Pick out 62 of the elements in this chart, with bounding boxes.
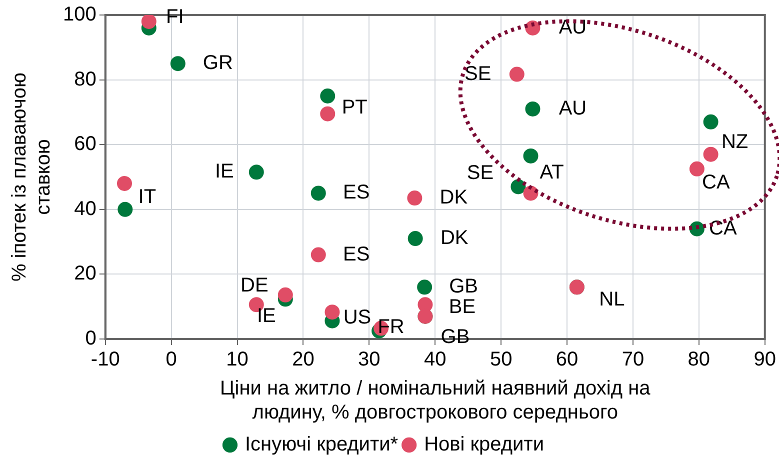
point bbox=[170, 56, 186, 72]
x-tick-label: 60 bbox=[556, 348, 578, 371]
annotation: DK bbox=[440, 186, 468, 209]
point bbox=[525, 101, 540, 116]
point bbox=[278, 287, 293, 302]
point bbox=[689, 161, 704, 176]
point bbox=[703, 146, 718, 162]
annotation: PT bbox=[342, 96, 368, 118]
annotation: AU bbox=[558, 97, 587, 120]
legend-label: Існуючі кредити* bbox=[244, 434, 398, 456]
y-tick-label: 80 bbox=[74, 68, 96, 90]
point bbox=[417, 280, 432, 295]
point bbox=[523, 148, 538, 164]
y-tick-label: 40 bbox=[74, 198, 96, 220]
annotation: GR bbox=[202, 52, 233, 74]
point bbox=[509, 66, 524, 82]
legend-label: Нові кредити bbox=[424, 434, 544, 456]
point bbox=[703, 114, 718, 130]
x-tick-label: 20 bbox=[292, 348, 314, 371]
annotation: IT bbox=[138, 186, 156, 208]
annotation: DK bbox=[440, 227, 469, 250]
x-tick-label: 10 bbox=[226, 348, 248, 371]
point bbox=[320, 106, 336, 122]
annotation: BE bbox=[448, 296, 476, 318]
annotation: IE bbox=[214, 160, 234, 183]
x-tick-label: 40 bbox=[424, 348, 446, 371]
annotation: AT bbox=[540, 161, 564, 184]
point bbox=[324, 304, 340, 320]
y-tick-label: 20 bbox=[74, 262, 96, 285]
annotation: NL bbox=[599, 288, 625, 311]
point bbox=[248, 164, 264, 180]
y-tick-label: 100 bbox=[62, 4, 96, 26]
annotation: CA bbox=[702, 171, 730, 194]
x-axis-title: Ціни на житло / номінальний наявний дохід на людину, % довгострокового середнього bbox=[220, 378, 652, 424]
point bbox=[510, 179, 526, 194]
x-tick-label: 50 bbox=[490, 348, 512, 371]
annotation: ES bbox=[343, 243, 370, 266]
y-tick-label: 60 bbox=[74, 133, 96, 156]
annotation: IE bbox=[256, 305, 276, 328]
annotation: SE bbox=[466, 162, 494, 184]
annotation: SE bbox=[464, 62, 492, 85]
annotation: NZ bbox=[721, 130, 748, 153]
x-tick-label: 90 bbox=[754, 348, 776, 371]
x-tick-label: 0 bbox=[166, 348, 177, 371]
x-tick-label: 80 bbox=[688, 348, 710, 371]
annotation: ES bbox=[343, 182, 370, 204]
annotation: GB bbox=[449, 276, 478, 298]
x-tick-label: 70 bbox=[622, 348, 644, 371]
point bbox=[320, 88, 336, 104]
x-tick-label: -10 bbox=[90, 348, 120, 371]
point bbox=[408, 231, 423, 246]
y-tick-label: 0 bbox=[85, 328, 96, 350]
point bbox=[118, 202, 133, 217]
point bbox=[310, 247, 326, 262]
annotation: DE bbox=[240, 274, 268, 296]
point bbox=[310, 186, 326, 201]
y-axis-title: % іпотек із плаваючою ставкою bbox=[8, 72, 55, 282]
point bbox=[407, 190, 422, 206]
x-tick-label: 30 bbox=[358, 348, 380, 371]
annotation: US bbox=[343, 306, 372, 328]
point bbox=[116, 176, 132, 191]
point bbox=[141, 15, 156, 29]
